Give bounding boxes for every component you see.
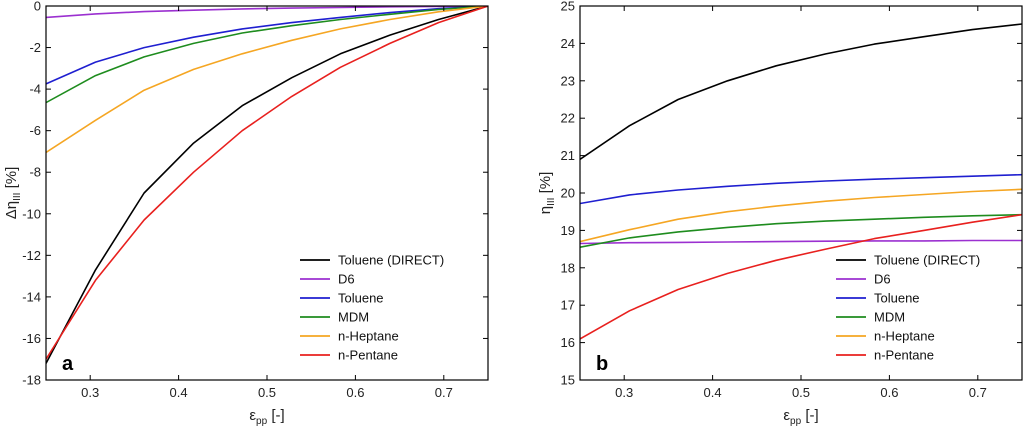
y-tick-label: -14 — [22, 289, 41, 304]
x-tick-label: 0.3 — [81, 385, 99, 400]
series-line-0 — [580, 23, 1022, 160]
y-axis-label-sub: III — [546, 198, 557, 206]
y-tick-label: -2 — [29, 40, 41, 55]
y-tick-label: 22 — [561, 111, 575, 126]
panel-letter: a — [62, 353, 74, 375]
x-tick-label: 0.7 — [435, 385, 453, 400]
y-tick-label: 20 — [561, 186, 575, 201]
series-line-2 — [46, 6, 488, 85]
x-tick-label: 0.4 — [170, 385, 188, 400]
legend-label-0: Toluene (DIRECT) — [338, 253, 444, 268]
legend-label-4: n-Heptane — [338, 329, 399, 344]
legend-label-4: n-Heptane — [874, 329, 935, 344]
legend: Toluene (DIRECT) D6 Toluene MDM n-Heptane n-P… — [300, 253, 444, 363]
y-tick-label: 21 — [561, 148, 575, 163]
x-tick-label: 0.5 — [258, 385, 276, 400]
series-lines — [46, 6, 488, 364]
legend-label-2: Toluene — [874, 291, 920, 306]
x-tick-label: 0.5 — [792, 385, 810, 400]
y-tick-label: 18 — [561, 260, 575, 275]
y-tick-label: 17 — [561, 298, 575, 313]
series-line-1 — [580, 239, 1022, 245]
legend: Toluene (DIRECT) D6 Toluene MDM n-Heptane n-P… — [836, 253, 980, 363]
y-axis-label-sub: III — [12, 193, 23, 201]
y-tick-label: -6 — [29, 123, 41, 138]
y-tick-label: -10 — [22, 206, 41, 221]
x-axis-label-main: ε — [783, 407, 790, 424]
chart-panel-a: 0.3 0.4 0.5 0.6 0.7 -18 -16 -14 -12 -10 -8 -6 -4 -2 0 ε… — [3, 0, 489, 427]
series-line-4 — [46, 6, 488, 154]
y-tick-label: 23 — [561, 73, 575, 88]
y-axis-label-main: η — [537, 206, 554, 214]
y-tick-label: 24 — [561, 36, 575, 51]
x-tick-label: 0.6 — [880, 385, 898, 400]
y-tick-label: 0 — [34, 0, 41, 14]
legend-label-5: n-Pentane — [874, 348, 934, 363]
legend-label-1: D6 — [874, 272, 891, 287]
y-tick-label: -12 — [22, 248, 41, 263]
y-axis-label: ΔηIII [%] — [3, 167, 23, 220]
series-line-4 — [580, 188, 1022, 243]
legend-label-3: MDM — [338, 310, 369, 325]
x-axis-label-main: ε — [249, 407, 256, 424]
y-tick-label: 25 — [561, 0, 575, 14]
y-tick-label: 15 — [561, 373, 575, 388]
y-axis-label: ηIII [%] — [537, 172, 557, 215]
plot-frame — [45, 5, 489, 381]
x-axis-label-unit: [-] — [801, 407, 819, 424]
legend-label-3: MDM — [874, 310, 905, 325]
y-tick-label: -4 — [29, 82, 41, 97]
series-line-5 — [46, 6, 488, 360]
series-line-3 — [580, 213, 1022, 248]
y-tick-label: -8 — [29, 165, 41, 180]
x-tick-label: 0.3 — [615, 385, 633, 400]
panel-letter: b — [596, 353, 608, 375]
y-axis-label-unit: [%] — [3, 167, 20, 193]
x-axis-label: εpp [-] — [783, 407, 818, 427]
series-line-3 — [46, 6, 488, 104]
y-axis-label-unit: [%] — [537, 172, 554, 198]
x-axis-label: εpp [-] — [249, 407, 284, 427]
y-tick-label: 16 — [561, 335, 575, 350]
x-axis-label-sub: pp — [790, 416, 802, 427]
chart-panel-b: 0.3 0.4 0.5 0.6 0.7 15 16 17 18 19 20 21 22 23 24 25 εpp… — [537, 0, 1023, 427]
x-axis-label-sub: pp — [256, 416, 268, 427]
legend-label-1: D6 — [338, 272, 355, 287]
y-tick-label: 19 — [561, 223, 575, 238]
series-line-0 — [46, 6, 488, 364]
series-lines — [580, 23, 1022, 340]
y-axis-label-main: Δη — [3, 201, 20, 219]
series-line-5 — [580, 213, 1022, 340]
legend-label-2: Toluene — [338, 291, 384, 306]
legend-label-0: Toluene (DIRECT) — [874, 253, 980, 268]
x-tick-label: 0.6 — [346, 385, 364, 400]
series-line-2 — [580, 173, 1022, 205]
x-tick-label: 0.4 — [704, 385, 722, 400]
y-tick-label: -16 — [22, 331, 41, 346]
y-tick-label: -18 — [22, 373, 41, 388]
x-tick-label: 0.7 — [969, 385, 987, 400]
x-axis-label-unit: [-] — [267, 407, 285, 424]
legend-label-5: n-Pentane — [338, 348, 398, 363]
